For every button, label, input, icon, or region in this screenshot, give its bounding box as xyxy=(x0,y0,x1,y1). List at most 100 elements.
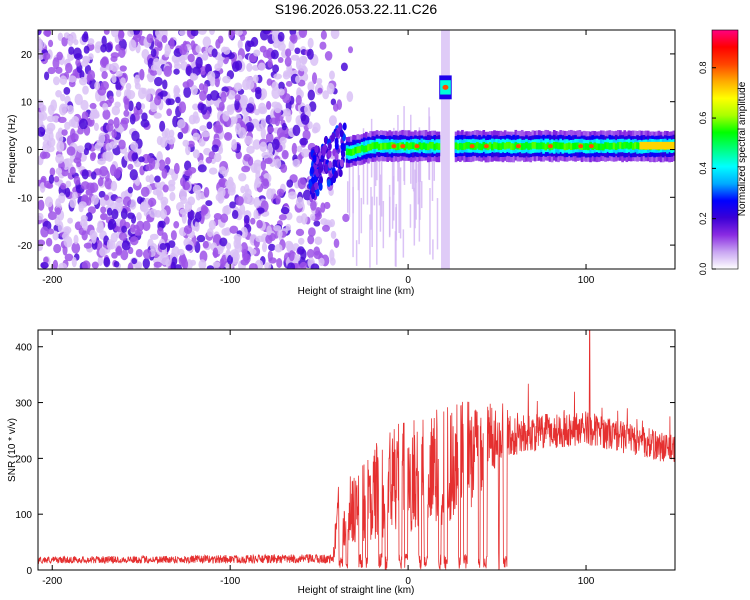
heatmap-cell xyxy=(260,127,266,140)
heatmap-cell xyxy=(160,253,170,266)
heatmap-cell xyxy=(285,211,293,221)
heatmap-cell xyxy=(110,180,118,192)
heatmap-cell xyxy=(47,228,55,235)
heatmap-cell xyxy=(309,213,316,221)
heatmap-cell xyxy=(301,55,308,66)
heatmap-cell xyxy=(113,116,120,129)
heatmap-cell xyxy=(476,141,479,149)
heatmap-cell xyxy=(330,230,337,239)
heatmap-cell xyxy=(254,86,262,94)
heatmap-cell xyxy=(357,155,360,191)
heatmap-cell xyxy=(314,145,319,154)
heatmap-cell xyxy=(115,44,121,52)
heatmap-cell xyxy=(461,143,464,151)
snr-y-label: SNR (10 * v/v) xyxy=(7,418,18,482)
heatmap-cell xyxy=(266,78,273,86)
heatmap-cell xyxy=(367,144,370,151)
heatmap-cell xyxy=(100,44,107,53)
heatmap-cell xyxy=(118,232,127,241)
heatmap-cell xyxy=(207,70,216,82)
heatmap-cell xyxy=(177,119,186,129)
heatmap-cell xyxy=(277,56,284,63)
heatmap-cell xyxy=(206,227,214,238)
heatmap-cell xyxy=(198,259,207,269)
heatmap-cell xyxy=(321,147,326,156)
heatmap-cell xyxy=(315,206,322,217)
heatmap-x-label: Height of straight line (km) xyxy=(298,286,415,297)
heatmap-cell xyxy=(164,50,170,58)
heatmap-cell xyxy=(424,143,428,151)
heatmap-cell xyxy=(97,255,103,267)
heatmap-cell xyxy=(120,208,128,220)
heatmap-cell xyxy=(161,34,168,43)
heatmap-cell xyxy=(78,118,88,130)
heatmap-cell xyxy=(166,135,176,145)
heatmap-cell xyxy=(252,139,262,150)
heatmap-cell xyxy=(201,53,209,61)
heatmap-cell xyxy=(415,155,417,220)
heatmap-cell xyxy=(621,142,624,150)
heatmap-cell xyxy=(308,227,316,237)
heatmap-cell xyxy=(68,75,77,83)
heatmap-y-label: Frequency (Hz) xyxy=(7,115,18,184)
heatmap-cell xyxy=(47,211,57,221)
heatmap-cell xyxy=(458,142,462,150)
heatmap-cell xyxy=(399,167,402,239)
heatmap-cell xyxy=(38,30,42,36)
heatmap-cell xyxy=(222,75,231,84)
heatmap-cell xyxy=(375,141,379,149)
heatmap-cell xyxy=(213,152,222,163)
heatmap-cell xyxy=(192,132,201,141)
colorbar-tick-label: 0.4 xyxy=(698,162,708,175)
heatmap-cell xyxy=(499,143,503,150)
heatmap-cell xyxy=(231,138,237,151)
heatmap-cell xyxy=(87,206,96,214)
heatmap-cell xyxy=(182,81,190,89)
heatmap-cell xyxy=(100,213,108,221)
heatmap-cell xyxy=(328,160,333,169)
heatmap-cell xyxy=(588,144,594,149)
heatmap-cell xyxy=(320,30,327,40)
heatmap-cell xyxy=(83,45,90,54)
heatmap-cell xyxy=(229,116,238,125)
heatmap-cell xyxy=(338,122,343,131)
heatmap-cell xyxy=(118,139,126,150)
heatmap-cell xyxy=(197,102,205,111)
heatmap-cell xyxy=(371,142,375,150)
heatmap-cell xyxy=(542,142,545,150)
heatmap-cell xyxy=(317,166,322,175)
heatmap-cell xyxy=(229,201,236,209)
heatmap-cell xyxy=(103,256,111,268)
heatmap-cell xyxy=(279,136,287,145)
heatmap-cell xyxy=(332,103,339,112)
heatmap-cell xyxy=(116,126,125,133)
heatmap-cell xyxy=(173,162,180,175)
heatmap-cell xyxy=(241,248,248,261)
heatmap-cell xyxy=(226,242,232,250)
heatmap-cell xyxy=(201,205,209,215)
heatmap-cell xyxy=(134,229,143,236)
heatmap-cell xyxy=(342,122,347,131)
heatmap-cell xyxy=(82,55,90,62)
heatmap-cell xyxy=(313,250,322,260)
heatmap-cell xyxy=(313,220,321,227)
heatmap-cell xyxy=(126,89,136,100)
heatmap-cell xyxy=(302,129,311,141)
heatmap-cell xyxy=(105,123,114,132)
x-tick-label: -100 xyxy=(220,576,240,587)
heatmap-cell xyxy=(192,111,199,121)
heatmap-cell xyxy=(190,30,199,37)
heatmap-cell xyxy=(567,142,571,150)
heatmap-cell xyxy=(409,142,413,150)
heatmap-cell xyxy=(339,129,344,138)
heatmap-cell xyxy=(66,146,76,156)
heatmap-cell xyxy=(163,65,172,77)
heatmap-cell xyxy=(53,76,60,86)
y-tick-label: -20 xyxy=(18,241,33,252)
heatmap-cell xyxy=(629,141,633,149)
heatmap-cell xyxy=(145,163,153,172)
heatmap-cell xyxy=(576,142,580,150)
heatmap-cell xyxy=(97,177,104,187)
heatmap-cell xyxy=(520,143,524,150)
heatmap-cell xyxy=(358,146,362,153)
